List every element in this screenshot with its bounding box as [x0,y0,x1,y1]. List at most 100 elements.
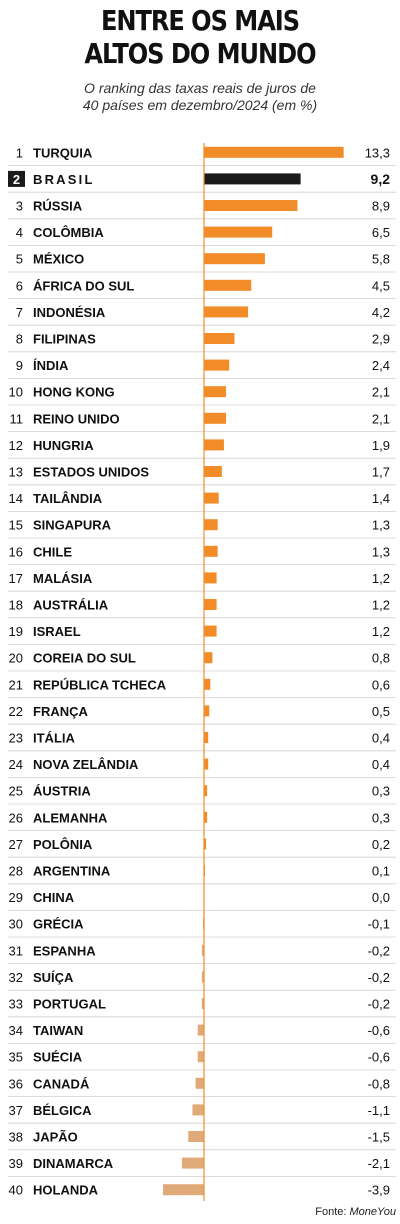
bar [192,1104,204,1116]
country-label: INDONÉSIA [33,305,106,320]
rank-number: 11 [10,411,24,426]
country-label: ARGENTINA [33,864,111,879]
bar [204,359,230,371]
rank-number: 39 [9,1156,23,1171]
bar [204,599,217,610]
country-label: HOLANDA [33,1183,99,1198]
country-label: FRANÇA [33,704,88,719]
rank-number: 5 [16,252,23,267]
bar [204,253,265,265]
rank-number: 30 [9,917,23,932]
value-label: 0,4 [372,731,390,746]
country-label: ÍNDIA [33,358,69,373]
country-label: COREIA DO SUL [33,651,136,666]
rank-number: 29 [9,890,23,905]
country-label: PORTUGAL [33,997,106,1012]
country-label: ITÁLIA [33,731,75,746]
value-label: 0,6 [372,677,390,692]
value-label: 1,2 [372,571,390,586]
value-label: -1,1 [368,1103,390,1118]
rank-number: 37 [9,1103,23,1118]
country-label: MALÁSIA [33,571,93,586]
bar [204,545,218,557]
bar [204,811,208,823]
bar [197,1024,204,1036]
country-label: FILIPINAS [33,332,96,347]
bar [204,652,213,664]
chart-title-line-2: ALTOS DO MUNDO [84,37,316,70]
value-label: 4,5 [372,278,390,293]
country-label: HUNGRIA [33,438,94,453]
country-label: ALEMANHA [33,810,108,825]
chart-subtitle-line-1: O ranking das taxas reais de juros de [84,80,316,96]
bar [201,944,204,956]
rank-number: 35 [9,1050,23,1065]
bar [204,519,218,531]
bar [204,732,209,743]
source-name: MoneYou [349,1206,396,1218]
rank-number: 21 [9,677,23,692]
country-label: ISRAEL [33,624,81,639]
country-label: MÉXICO [33,252,84,267]
country-label: CHINA [33,890,75,905]
value-label: 0,4 [372,757,390,772]
bar [204,439,224,451]
bar [201,998,204,1009]
rank-number: 22 [9,704,23,719]
bar [204,306,249,318]
rank-number: 7 [16,305,23,320]
rank-number: 34 [9,1023,23,1038]
country-label: SUÉCIA [33,1050,83,1065]
value-label: 9,2 [371,171,391,187]
value-label: -1,5 [368,1130,390,1145]
country-label: SUÍÇA [33,970,74,985]
bar [204,200,298,211]
bar [204,785,208,797]
bar [204,226,273,238]
rank-number: 23 [9,731,23,746]
value-label: 8,9 [372,199,390,214]
value-label: -0,2 [368,943,390,958]
value-label: 6,5 [372,225,390,240]
country-label: BRASIL [33,172,95,187]
value-label: -0,6 [368,1050,390,1065]
value-label: -0,8 [368,1076,390,1091]
bar [188,1131,204,1142]
rank-number: 14 [9,491,23,506]
country-label: TURQUIA [33,145,93,160]
chart-title-line-1: ENTRE OS MAIS [100,4,300,37]
bar [163,1184,204,1196]
rank-number: 2 [13,172,20,187]
chart-subtitle-line-2: 40 países em dezembro/2024 (em %) [82,97,318,113]
country-label: CHILE [33,544,72,559]
rank-number: 8 [16,332,23,347]
value-label: 0,5 [372,704,390,719]
value-label: -0,1 [368,917,390,932]
country-label: REINO UNIDO [33,411,120,426]
value-label: -0,6 [368,1023,390,1038]
value-label: 0,3 [372,784,390,799]
chart-subtitle: O ranking das taxas reais de juros de 40… [0,80,400,114]
rank-number: 3 [16,199,23,214]
country-label: NOVA ZELÂNDIA [33,757,139,772]
country-label: GRÉCIA [33,917,84,932]
bar [204,838,207,850]
value-label: 0,8 [372,651,390,666]
rank-number: 36 [9,1076,23,1091]
value-label: -2,1 [368,1156,390,1171]
rank-number: 26 [9,810,23,825]
bar [204,386,227,398]
country-label: HONG KONG [33,385,115,400]
value-label: 1,2 [372,598,390,613]
value-label: 0,3 [372,810,390,825]
country-label: CANADÁ [33,1076,90,1091]
country-label: AUSTRÁLIA [33,598,109,613]
country-label: SINGAPURA [33,518,112,533]
value-label: 1,2 [372,624,390,639]
rank-number: 4 [16,225,23,240]
rank-number: 38 [9,1130,23,1145]
bar [181,1157,204,1169]
bar [195,1077,204,1089]
value-label: 2,1 [372,411,390,426]
value-label: -0,2 [368,970,390,985]
